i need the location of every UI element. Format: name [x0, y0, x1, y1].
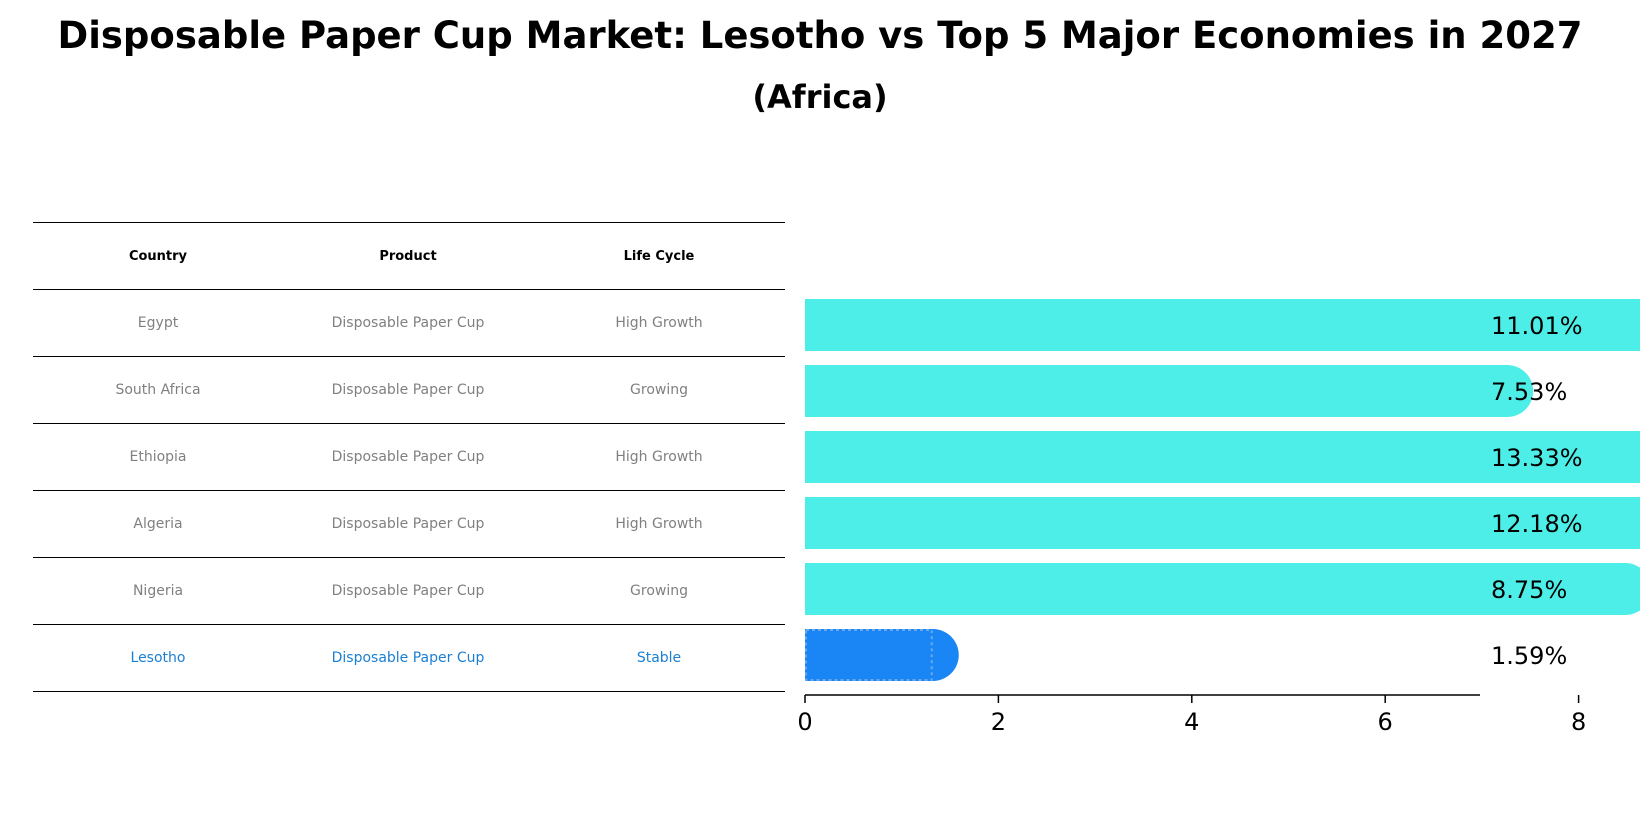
cell-country: Ethiopia [129, 449, 187, 465]
value-label: 7.53% [1491, 378, 1567, 406]
chart-subtitle: (Africa) [752, 78, 888, 116]
cell-country: Nigeria [132, 583, 184, 599]
cell-country: Algeria [133, 516, 183, 532]
cell-country: Egypt [137, 315, 179, 331]
cell-life-cycle: High Growth [615, 449, 703, 465]
bar-algeria [805, 497, 1640, 549]
value-label: 8.75% [1491, 576, 1567, 604]
x-tick-label: 2 [991, 708, 1006, 736]
table-row: Algeria Disposable Paper Cup High Growth [33, 490, 785, 557]
bar-ethiopia [805, 431, 1640, 483]
table-row: Nigeria Disposable Paper Cup Growing [33, 557, 785, 624]
bar-south-africa [805, 365, 1508, 417]
value-label: 13.33% [1491, 444, 1583, 472]
header-product: Product [379, 248, 437, 264]
table-row: Egypt Disposable Paper Cup High Growth [33, 289, 785, 356]
cell-life-cycle: Stable [636, 650, 682, 666]
bar-cap [1599, 563, 1640, 615]
x-tick-label: 0 [797, 708, 812, 736]
chart-title: Disposable Paper Cup Market: Lesotho vs … [57, 14, 1583, 57]
bar-cap [1481, 365, 1534, 417]
cell-country: South Africa [115, 382, 201, 398]
bar-nigeria [805, 563, 1626, 615]
cell-life-cycle: High Growth [615, 516, 703, 532]
cell-life-cycle: High Growth [615, 315, 703, 331]
cell-product: Disposable Paper Cup [331, 583, 485, 599]
cell-product: Disposable Paper Cup [331, 382, 485, 398]
value-label: 12.18% [1491, 510, 1583, 538]
x-tick-label: 6 [1378, 708, 1393, 736]
cell-product: Disposable Paper Cup [331, 516, 485, 532]
bar-egypt [805, 299, 1640, 351]
cell-product: Disposable Paper Cup [331, 650, 485, 666]
x-tick-label: 4 [1184, 708, 1199, 736]
cell-life-cycle: Growing [630, 382, 688, 398]
cell-country: Lesotho [130, 650, 186, 666]
cell-product: Disposable Paper Cup [331, 449, 485, 465]
header-country: Country [128, 248, 188, 264]
cell-product: Disposable Paper Cup [331, 315, 485, 331]
table-header-row: Country Product Life Cycle [33, 222, 785, 289]
x-tick-label: 8 [1571, 708, 1586, 736]
table-row-highlight: Lesotho Disposable Paper Cup Stable [33, 624, 785, 692]
value-label: 1.59% [1491, 642, 1567, 670]
header-life-cycle: Life Cycle [623, 248, 695, 264]
value-label: 11.01% [1491, 312, 1583, 340]
cell-life-cycle: Growing [630, 583, 688, 599]
table-row: South Africa Disposable Paper Cup Growin… [33, 356, 785, 423]
bar-highlight-outline [805, 629, 933, 681]
table-row: Ethiopia Disposable Paper Cup High Growt… [33, 423, 785, 490]
data-table: Country Product Life Cycle Egypt Disposa… [33, 222, 785, 692]
